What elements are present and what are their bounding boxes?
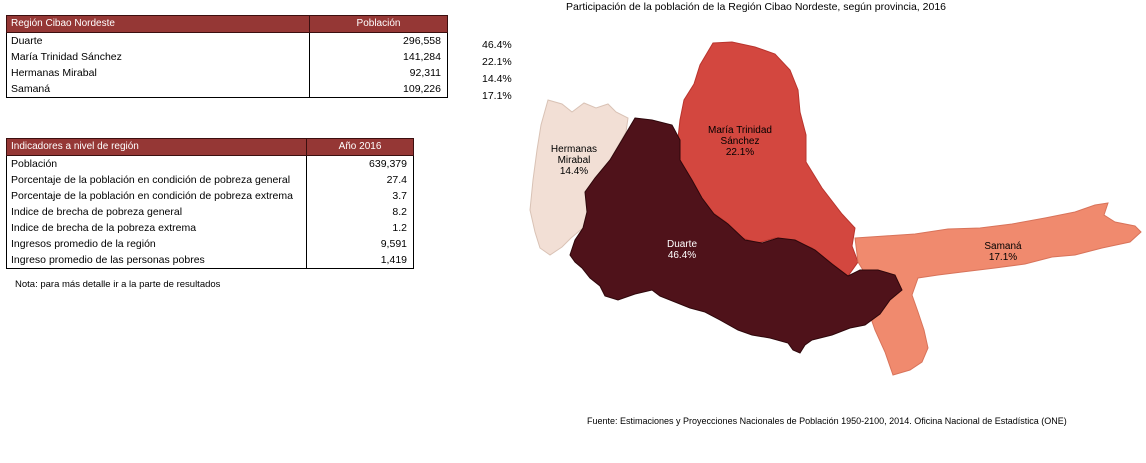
table-row: Ingreso promedio de las personas pobres … — [6, 252, 414, 269]
label-hermanas-mirabal: Hermanas Mirabal 14.4% — [551, 144, 597, 177]
indicator-value: 1.2 — [306, 220, 414, 236]
percentage-value: 17.1% — [482, 90, 512, 102]
region-label-line: Mirabal — [558, 155, 591, 166]
label-samana: Samaná 17.1% — [984, 241, 1022, 263]
indicators-table: Indicadores a nivel de región Año 2016 P… — [6, 138, 414, 269]
region-samana[interactable] — [854, 202, 1142, 376]
indicator-name: Indice de brecha de la pobreza extrema — [6, 220, 307, 236]
table-row: Duarte 296,558 — [6, 32, 448, 49]
column-header-region: Región Cibao Nordeste — [6, 15, 310, 33]
map-title: Participación de la población de la Regi… — [566, 1, 946, 13]
percentage-value: 46.4% — [482, 39, 512, 51]
indicator-name: Ingreso promedio de las personas pobres — [6, 252, 307, 269]
percentage-column: 46.4% 22.1% 14.4% 17.1% — [482, 37, 512, 105]
indicator-value: 639,379 — [306, 155, 414, 172]
table-row: Indice de brecha de pobreza general 8.2 — [6, 204, 414, 220]
population-value: 109,226 — [309, 81, 448, 98]
region-label-line: 17.1% — [989, 252, 1017, 263]
province-name: Duarte — [6, 32, 310, 49]
region-label-line: Sánchez — [721, 136, 760, 147]
table-row: Porcentaje de la población en condición … — [6, 188, 414, 204]
region-label-line: Hermanas — [551, 144, 597, 155]
indicator-value: 27.4 — [306, 172, 414, 188]
table-row: Hermanas Mirabal 92,311 — [6, 65, 448, 81]
region-label-line: 14.4% — [560, 166, 588, 177]
province-name: Hermanas Mirabal — [6, 65, 310, 81]
population-value: 296,558 — [309, 32, 448, 49]
indicator-name: Población — [6, 155, 307, 172]
table-header-row: Región Cibao Nordeste Población — [6, 15, 448, 33]
label-maria-trinidad-sanchez: María Trinidad Sánchez 22.1% — [708, 125, 772, 158]
percentage-value: 14.4% — [482, 73, 512, 85]
source-text: Fuente: Estimaciones y Proyecciones Naci… — [587, 416, 1067, 426]
indicator-name: Ingresos promedio de la región — [6, 236, 307, 252]
population-value: 92,311 — [309, 65, 448, 81]
table-row: Samaná 109,226 — [6, 81, 448, 98]
column-header-indicator: Indicadores a nivel de región — [6, 138, 307, 156]
province-name: María Trinidad Sánchez — [6, 49, 310, 65]
indicator-value: 8.2 — [306, 204, 414, 220]
region-label-line: María Trinidad — [708, 125, 772, 136]
table-row: Población 639,379 — [6, 155, 414, 172]
indicator-value: 3.7 — [306, 188, 414, 204]
region-label-line: Samaná — [984, 241, 1022, 252]
table-header-row: Indicadores a nivel de región Año 2016 — [6, 138, 414, 156]
region-label-line: Duarte — [667, 239, 697, 250]
region-label-line: 46.4% — [668, 250, 696, 261]
region-label-line: 22.1% — [726, 147, 754, 158]
table-row: Porcentaje de la población en condición … — [6, 172, 414, 188]
population-table: Región Cibao Nordeste Población Duarte 2… — [6, 15, 448, 98]
province-name: Samaná — [6, 81, 310, 98]
population-value: 141,284 — [309, 49, 448, 65]
indicator-value: 9,591 — [306, 236, 414, 252]
indicator-value: 1,419 — [306, 252, 414, 269]
table-row: Indice de brecha de la pobreza extrema 1… — [6, 220, 414, 236]
column-header-population: Población — [309, 15, 448, 33]
indicator-name: Indice de brecha de pobreza general — [6, 204, 307, 220]
column-header-year: Año 2016 — [306, 138, 414, 156]
table-row: María Trinidad Sánchez 141,284 — [6, 49, 448, 65]
footnote: Nota: para más detalle ir a la parte de … — [15, 279, 221, 290]
indicator-name: Porcentaje de la población en condición … — [6, 188, 307, 204]
table-row: Ingresos promedio de la región 9,591 — [6, 236, 414, 252]
label-duarte: Duarte 46.4% — [667, 239, 697, 261]
percentage-value: 22.1% — [482, 56, 512, 68]
region-duarte[interactable] — [569, 117, 903, 354]
indicator-name: Porcentaje de la población en condición … — [6, 172, 307, 188]
